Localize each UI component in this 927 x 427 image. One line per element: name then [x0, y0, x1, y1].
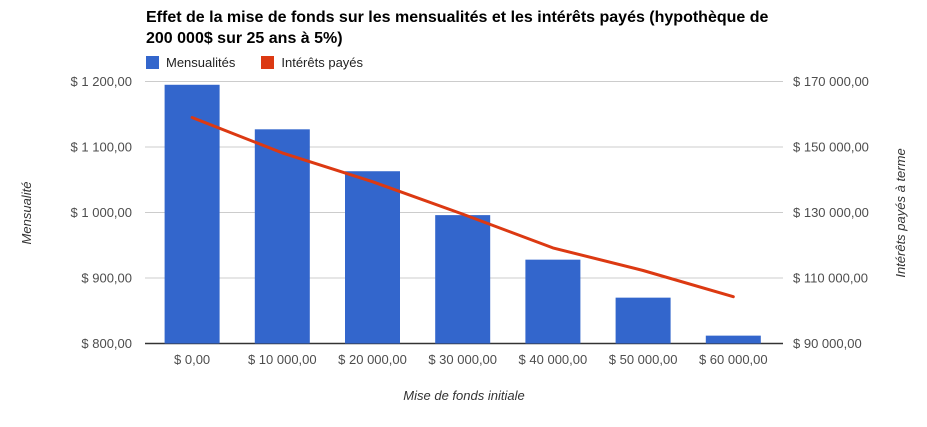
right-axis-tick-label: $ 130 000,00	[793, 205, 869, 220]
legend-item-interets[interactable]: Intérêts payés	[261, 55, 363, 70]
x-axis-tick-label: $ 30 000,00	[428, 352, 497, 367]
chart-title: Effet de la mise de fonds sur les mensua…	[146, 7, 768, 49]
x-axis-tick-label: $ 40 000,00	[519, 352, 588, 367]
x-axis-tick-label: $ 20 000,00	[338, 352, 407, 367]
x-axis-tick-label: $ 60 000,00	[699, 352, 768, 367]
chart-title-line2: 200 000$ sur 25 ans à 5%)	[146, 30, 343, 47]
legend-label-mensualites: Mensualités	[166, 55, 236, 70]
right-axis-title: Intérêts payés à terme	[893, 148, 908, 277]
bar-mensualites-1[interactable]	[254, 129, 310, 344]
legend: Mensualités Intérêts payés	[146, 55, 363, 70]
left-axis-tick-label: $ 1 200,00	[71, 74, 132, 89]
bar-mensualites-3[interactable]	[435, 215, 491, 344]
bar-mensualites-4[interactable]	[525, 259, 581, 344]
legend-swatch-interets-icon	[261, 56, 275, 69]
x-axis-tick-label: $ 0,00	[174, 352, 210, 367]
left-axis-tick-label: $ 800,00	[81, 336, 132, 351]
right-axis-tick-label: $ 150 000,00	[793, 140, 869, 155]
gridlines	[145, 81, 783, 345]
right-axis-tick-label: $ 90 000,00	[793, 336, 862, 351]
left-axis-title: Mensualité	[19, 182, 34, 245]
x-axis-tick-label: $ 50 000,00	[609, 352, 678, 367]
x-axis-title: Mise de fonds initiale	[403, 388, 524, 403]
legend-item-mensualites[interactable]: Mensualités	[146, 55, 235, 70]
left-axis-tick-label: $ 1 100,00	[71, 140, 132, 155]
left-axis-tick-label: $ 900,00	[81, 271, 132, 286]
legend-label-interets: Intérêts payés	[281, 55, 364, 70]
bar-mensualites-5[interactable]	[615, 297, 671, 344]
right-axis-tick-label: $ 110 000,00	[793, 271, 868, 286]
chart-title-line1: Effet de la mise de fonds sur les mensua…	[146, 9, 769, 26]
line-interets-payes[interactable]	[190, 116, 735, 299]
x-axis-tick-label: $ 10 000,00	[248, 352, 317, 367]
bar-mensualites-6[interactable]	[705, 335, 761, 344]
bar-mensualites-0[interactable]	[164, 84, 220, 344]
bar-mensualites-2[interactable]	[345, 171, 400, 344]
axis-tick-labels: $ 800,00 $ 90 000,00 $ 900,00 $ 110 000,00 $…	[71, 74, 869, 367]
line-series-interets	[190, 116, 735, 299]
left-axis-tick-label: $ 1 000,00	[71, 205, 132, 220]
right-axis-tick-label: $ 170 000,00	[793, 74, 869, 89]
bar-series-mensualites	[164, 84, 761, 344]
legend-swatch-mensualites-icon	[146, 56, 159, 69]
